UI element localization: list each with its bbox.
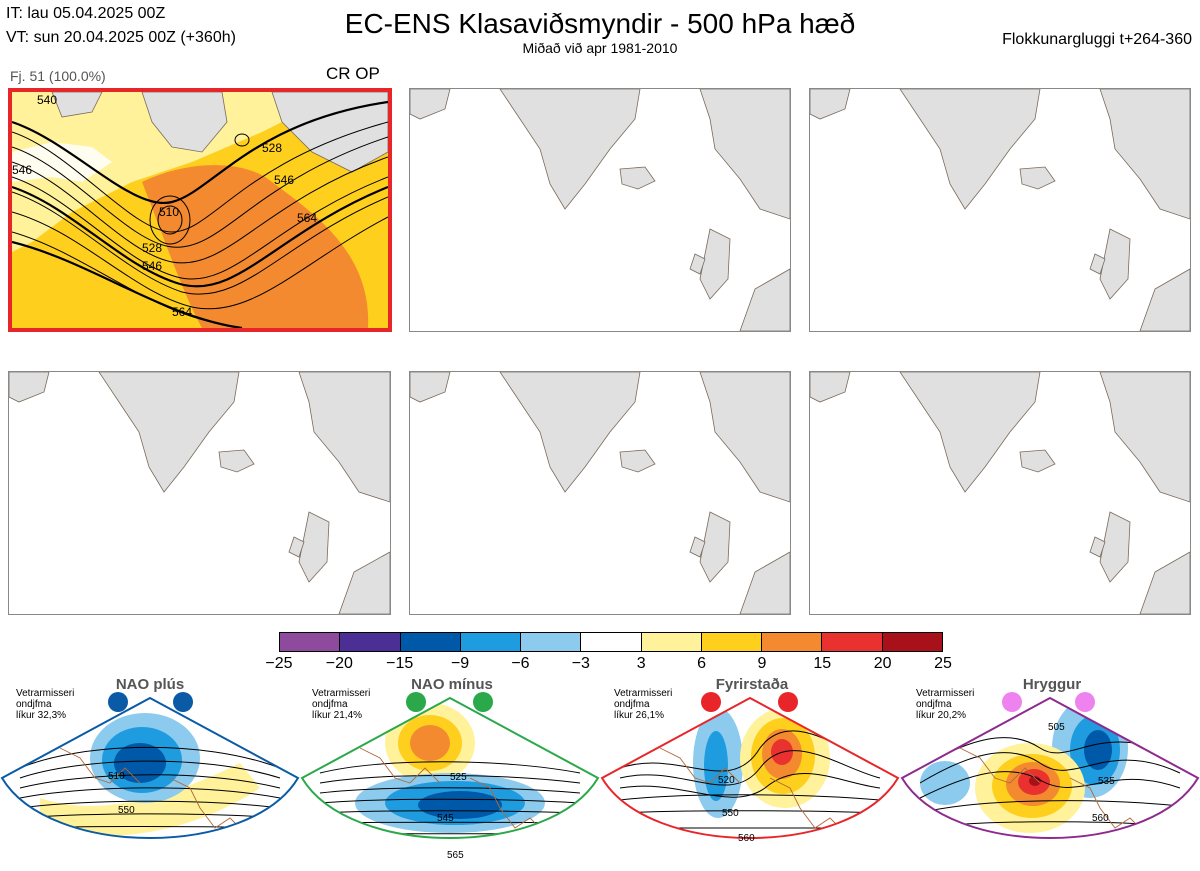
colorbar-segment bbox=[400, 633, 461, 651]
colorbar-segment bbox=[581, 633, 642, 651]
regime-title-nao-plus: NAO plús bbox=[115, 676, 185, 693]
fan-label: 550 bbox=[118, 805, 135, 816]
regime-map-blocking[interactable]: 520 550 560 bbox=[600, 688, 900, 871]
colorbar-tick-label: 25 bbox=[934, 655, 952, 672]
cluster-map-4[interactable] bbox=[8, 371, 391, 615]
initial-time: IT: lau 05.04.2025 00Z bbox=[6, 5, 166, 22]
regime-note-nao-minus: Vetrarmisseri ondjfma líkur 21,4% bbox=[312, 688, 371, 721]
member-label: Fj. 51 (100.0%) bbox=[10, 68, 106, 84]
regime-title-blocking: Fyrirstaða bbox=[715, 676, 789, 693]
colorbar-tick-label: −9 bbox=[450, 655, 470, 672]
fan-label: 560 bbox=[1092, 813, 1109, 824]
fan-label: 510 bbox=[108, 771, 125, 782]
colorbar-segment bbox=[460, 633, 522, 651]
colorbar-tick-label: −20 bbox=[325, 655, 353, 672]
regime-note-blocking: Vetrarmisseri ondjfma líkur 26,1% bbox=[614, 688, 673, 721]
fan-label: 520 bbox=[718, 775, 735, 786]
contour-label: 528 bbox=[142, 241, 162, 255]
colorbar-segment bbox=[641, 633, 702, 651]
regime-map-nao-plus[interactable]: 510 550 bbox=[0, 688, 300, 871]
contour-label: 546 bbox=[142, 259, 162, 273]
regime-note-nao-plus: Vetrarmisseri ondjfma líkur 32,3% bbox=[16, 688, 75, 721]
colorbar-segment bbox=[701, 633, 763, 651]
cluster-map-6[interactable] bbox=[809, 371, 1191, 615]
valid-time: VT: sun 20.04.2025 00Z (+360h) bbox=[6, 29, 236, 46]
page-subtitle: Miðað við apr 1981-2010 bbox=[522, 40, 678, 56]
colorbar-tick-label: −6 bbox=[511, 655, 530, 672]
fan-label: 560 bbox=[738, 833, 755, 844]
contour-label: 564 bbox=[297, 211, 317, 225]
colorbar-tick-label: −3 bbox=[571, 655, 590, 672]
cluster-map-2[interactable] bbox=[409, 88, 791, 332]
colorbar-tick-label: −15 bbox=[386, 655, 414, 672]
colorbar-segment bbox=[521, 633, 582, 651]
colorbar-segment bbox=[762, 633, 823, 651]
cluster-map-5[interactable] bbox=[409, 371, 791, 615]
colorbar-tick-label: 6 bbox=[697, 655, 706, 672]
colorbar-segment bbox=[340, 633, 401, 651]
contour-label: 528 bbox=[262, 141, 282, 155]
regime-map-nao-minus[interactable]: 525 545 565 bbox=[300, 688, 600, 871]
fan-label: 565 bbox=[447, 850, 464, 861]
colorbar-tick-label: 3 bbox=[636, 655, 646, 672]
colorbar-tick-label: −25 bbox=[265, 655, 293, 672]
colorbar-tick-label: 9 bbox=[757, 655, 767, 672]
fan-label: 525 bbox=[450, 772, 467, 783]
fan-label: 550 bbox=[722, 808, 739, 819]
contour-label: 546 bbox=[12, 163, 32, 177]
fan-label: 535 bbox=[1098, 776, 1115, 787]
regime-map-ridge[interactable]: 505 535 560 bbox=[900, 688, 1200, 871]
cluster-map-1[interactable]: 540 528 546 564 510 528 546 564 546 bbox=[8, 88, 392, 332]
colorbar bbox=[279, 632, 943, 652]
colorbar-segment bbox=[280, 633, 341, 651]
colorbar-segment bbox=[822, 633, 883, 651]
regime-title-nao-minus: NAO mínus bbox=[411, 676, 493, 693]
regime-title-ridge: Hryggur bbox=[1022, 676, 1082, 693]
fan-label: 545 bbox=[437, 813, 454, 824]
colorbar-tick-label: 15 bbox=[813, 655, 832, 672]
contour-label: 510 bbox=[159, 205, 179, 219]
contour-label: 540 bbox=[37, 93, 57, 107]
contour-label: 564 bbox=[172, 305, 192, 319]
cluster-window: Flokkunargluggi t+264-360 bbox=[1002, 31, 1192, 48]
colorbar-segment bbox=[882, 633, 942, 651]
fan-label: 505 bbox=[1048, 722, 1065, 733]
crop-label: CR OP bbox=[326, 64, 380, 83]
page-title: EC-ENS Klasaviðsmyndir - 500 hPa hæð bbox=[344, 8, 856, 39]
regime-note-ridge: Vetrarmisseri ondjfma líkur 20,2% bbox=[916, 688, 975, 721]
cluster-map-3[interactable] bbox=[809, 88, 1191, 332]
colorbar-tick-label: 20 bbox=[873, 655, 892, 672]
contour-label: 546 bbox=[274, 173, 294, 187]
